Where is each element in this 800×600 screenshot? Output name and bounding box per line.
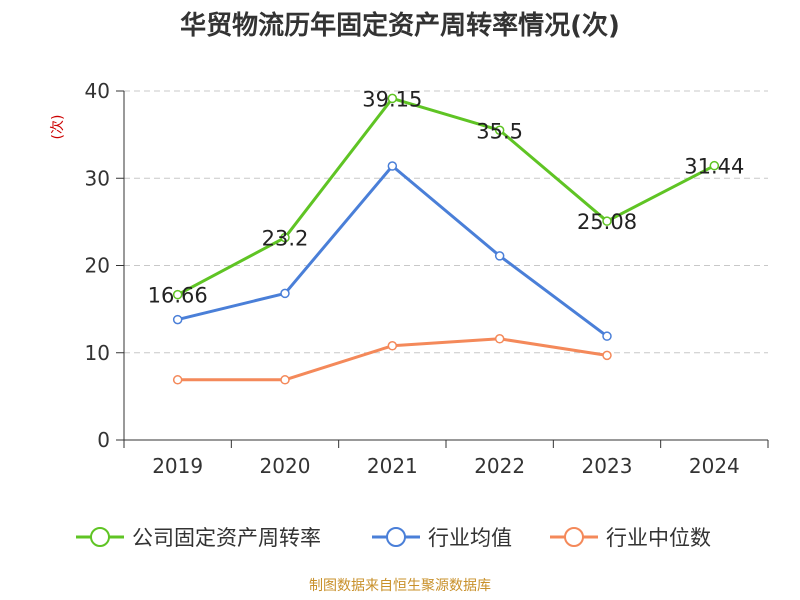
legend-label: 行业均值 bbox=[428, 526, 512, 550]
x-tick-label: 2023 bbox=[582, 454, 633, 478]
data-label: 39.15 bbox=[362, 87, 422, 111]
legend-swatch-marker bbox=[90, 527, 110, 547]
legend-item-0[interactable]: 公司固定资产周转率 bbox=[76, 526, 321, 550]
x-tick-label: 2021 bbox=[367, 454, 418, 478]
series-line-0 bbox=[176, 96, 716, 296]
data-point-1[interactable] bbox=[387, 161, 398, 171]
data-label: 23.2 bbox=[262, 227, 309, 251]
data-point-1[interactable] bbox=[602, 331, 612, 341]
legend-swatch-marker bbox=[386, 527, 406, 547]
grid bbox=[124, 90, 768, 354]
y-tick-label: 20 bbox=[85, 254, 110, 278]
data-point-0[interactable] bbox=[602, 216, 612, 226]
y-tick-label: 10 bbox=[85, 341, 110, 365]
data-point-2[interactable] bbox=[494, 334, 505, 344]
legend-item-2[interactable]: 行业中位数 bbox=[550, 526, 711, 550]
series-line-1 bbox=[177, 164, 608, 338]
data-point-0[interactable] bbox=[280, 232, 290, 243]
data-point-0[interactable] bbox=[172, 289, 183, 300]
data-label: 16.66 bbox=[148, 284, 208, 308]
x-tick-label: 2022 bbox=[474, 454, 525, 478]
data-point-0[interactable] bbox=[709, 160, 720, 171]
data-point-1[interactable] bbox=[172, 314, 183, 325]
data-point-0[interactable] bbox=[387, 93, 398, 104]
chart-title: 华贸物流历年固定资产周转率情况(次) bbox=[180, 10, 620, 41]
axes: 0 10 20 30 40 2019 2020 2021 2022 2023 2024 bbox=[85, 79, 769, 478]
legend[interactable]: 公司固定资产周转率 行业均值 行业中位数 bbox=[76, 526, 711, 550]
data-labels: 16.66 23.2 39.15 35.5 25.08 31.44 bbox=[148, 87, 745, 307]
data-label: 35.5 bbox=[476, 119, 523, 143]
legend-label: 行业中位数 bbox=[606, 526, 711, 550]
legend-swatch-marker bbox=[564, 527, 584, 547]
y-tick-label: 0 bbox=[97, 428, 110, 452]
source-note: 制图数据来自恒生聚源数据库 bbox=[309, 578, 491, 594]
data-point-2[interactable] bbox=[602, 350, 612, 361]
data-point-2[interactable] bbox=[280, 375, 290, 385]
data-point-0[interactable] bbox=[494, 125, 505, 136]
data-point-1[interactable] bbox=[494, 251, 505, 261]
data-label: 31.44 bbox=[684, 155, 744, 179]
x-tick-label: 2019 bbox=[152, 454, 203, 478]
series bbox=[172, 93, 720, 385]
y-tick-label: 30 bbox=[85, 166, 110, 190]
legend-label: 公司固定资产周转率 bbox=[132, 526, 321, 550]
data-point-2[interactable] bbox=[387, 341, 398, 351]
legend-item-1[interactable]: 行业均值 bbox=[372, 526, 512, 550]
x-tick-label: 2020 bbox=[260, 454, 311, 478]
data-label: 25.08 bbox=[577, 210, 637, 234]
y-axis-label: (次) bbox=[50, 115, 66, 140]
data-point-1[interactable] bbox=[280, 288, 290, 299]
y-tick-label: 40 bbox=[85, 79, 110, 103]
data-point-2[interactable] bbox=[172, 375, 183, 385]
x-tick-label: 2024 bbox=[689, 454, 740, 478]
